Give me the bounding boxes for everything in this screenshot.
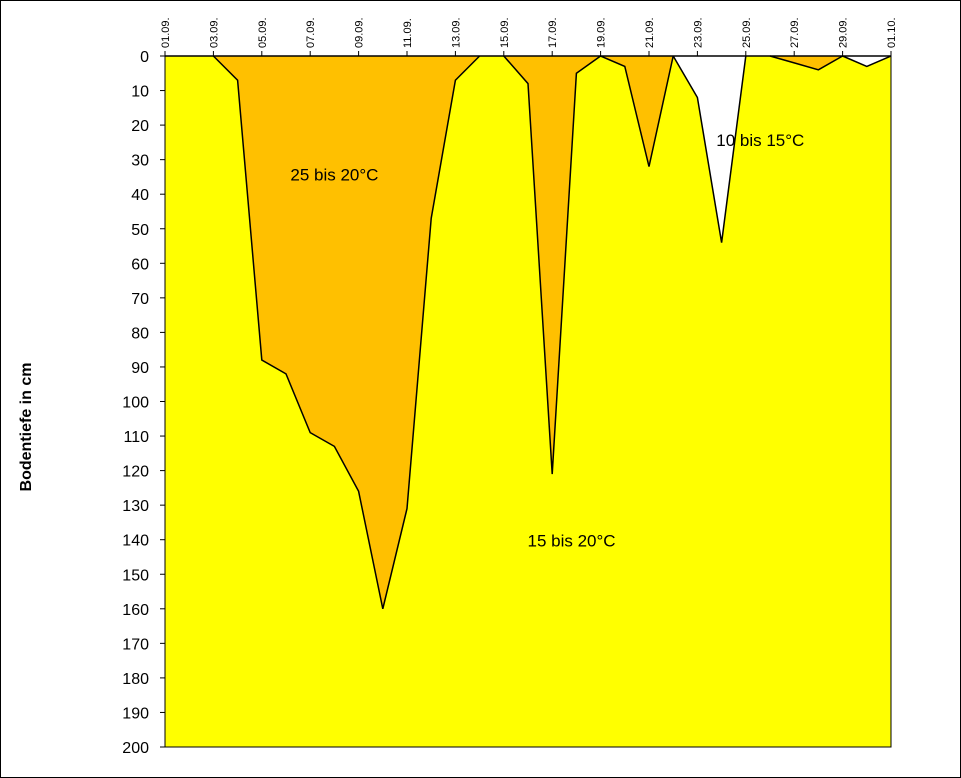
x-tick-label: 01.10.: [886, 17, 898, 48]
zone-outline-2: [672, 55, 747, 243]
y-axis-title: Bodentiefe in cm: [18, 363, 35, 492]
y-tick-label: 160: [122, 602, 149, 619]
x-tick-label: 05.09.: [257, 17, 269, 48]
y-tick-label: 60: [131, 256, 149, 273]
y-tick-label: 30: [131, 153, 149, 170]
zone-outline-4: [842, 55, 892, 68]
y-tick-label: 140: [122, 533, 149, 550]
x-tick-label: 21.09.: [644, 17, 656, 48]
y-axis-ticks: 0 10 20 30 40 50 60 70 80 90 100 110 120 130 140 150 160…: [122, 49, 165, 757]
y-tick-label: 20: [131, 118, 149, 135]
y-tick-label: 100: [122, 395, 149, 412]
y-tick-label: 180: [122, 671, 149, 688]
x-tick-label: 25.09.: [741, 17, 753, 48]
y-tick-label: 0: [140, 49, 149, 66]
zone-area-4: [842, 56, 891, 67]
x-tick-label: 29.09.: [838, 17, 850, 48]
x-tick-label: 19.09.: [596, 17, 608, 48]
x-tick-label: 17.09.: [547, 17, 559, 48]
y-tick-label: 120: [122, 464, 149, 481]
x-tick-label: 23.09.: [692, 17, 704, 48]
y-tick-label: 150: [122, 567, 149, 584]
x-tick-label: 03.09.: [208, 17, 220, 48]
zone-annotation: 15 bis 20°C: [528, 532, 616, 551]
y-tick-label: 40: [131, 187, 149, 204]
x-tick-label: 09.09.: [354, 17, 366, 48]
x-tick-label: 15.09.: [499, 17, 511, 48]
zone-annotation: 25 bis 20°C: [290, 165, 378, 184]
y-tick-label: 130: [122, 498, 149, 515]
y-tick-label: 90: [131, 360, 149, 377]
zone-area-2: [673, 56, 746, 243]
x-tick-label: 11.09.: [402, 18, 414, 48]
x-axis-ticks: 01.09. 03.09. 05.09. 07.09. 09.09. 11.09. 13.0…: [160, 17, 898, 56]
zone-outline-1: [503, 55, 674, 475]
x-tick-label: 01.09.: [160, 17, 172, 48]
y-tick-label: 50: [131, 222, 149, 239]
y-tick-label: 200: [122, 740, 149, 757]
y-tick-label: 110: [123, 429, 149, 446]
zone-outline-0: [212, 55, 481, 609]
y-tick-label: 190: [122, 705, 149, 722]
zone-outline-3: [769, 55, 843, 71]
y-tick-label: 80: [131, 325, 149, 342]
y-tick-label: 10: [131, 84, 149, 101]
y-tick-label: 70: [131, 291, 149, 308]
zone-annotations: 25 bis 20°C 15 bis 20°C 10 bis 15°C: [290, 131, 804, 551]
x-tick-label: 07.09.: [305, 17, 317, 48]
zone-annotation: 10 bis 15°C: [716, 131, 804, 150]
y-tick-label: 170: [122, 636, 149, 653]
zone-area-0: [213, 56, 480, 609]
x-tick-label: 13.09.: [450, 17, 462, 48]
x-tick-label: 27.09.: [789, 17, 801, 48]
